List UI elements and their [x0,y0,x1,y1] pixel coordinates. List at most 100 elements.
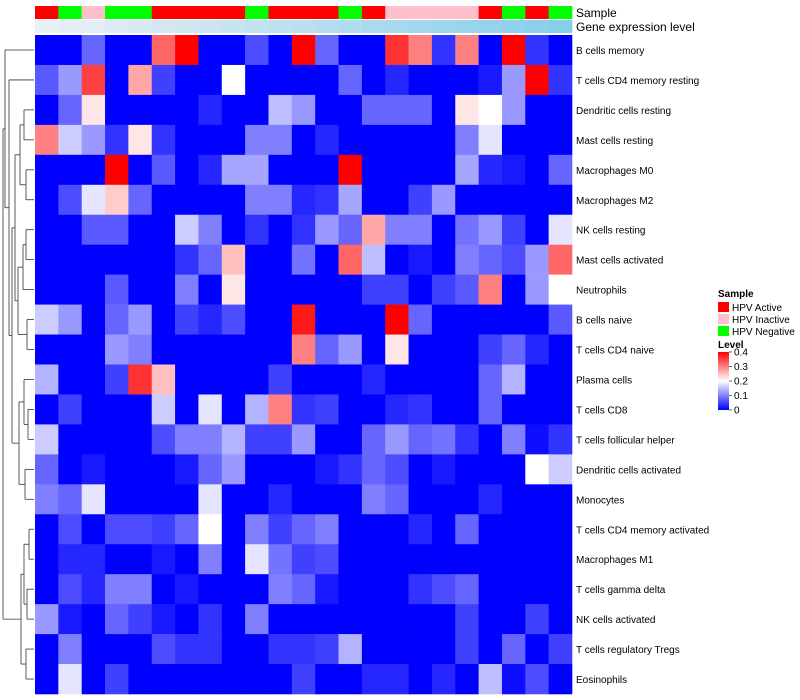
heatmap-cell [501,64,526,96]
heatmap-cell [105,544,129,575]
heatmap-cell [221,94,246,126]
heatmap-cell [175,454,199,485]
heatmap-cell [175,244,199,275]
heatmap-cell [245,35,269,66]
sample-annotation-cell [501,6,526,19]
heatmap-cell [58,514,82,545]
heatmap-cell [525,304,549,335]
heatmap-cell [58,274,82,305]
legend-level-title: Level [718,340,744,351]
heatmap-cell [478,634,503,665]
heatmap-cell [361,364,386,395]
heatmap-cell [81,64,106,96]
heatmap-cell [245,544,269,575]
heatmap-cell [175,274,199,305]
heatmap-cell [268,544,293,575]
heatmap-cell [478,154,503,186]
heatmap-cell [385,484,409,515]
heatmap-cell [338,394,363,425]
heatmap-cell [338,544,363,575]
sample-annotation-cell [81,6,106,19]
heatmap-cell [525,334,549,365]
heatmap-cell [221,514,246,545]
heatmap-cell [128,634,153,665]
heatmap-cell [105,334,129,365]
heatmap-cell [175,544,199,575]
heatmap-cell [245,424,269,455]
sample-annotation-cell [361,6,386,19]
heatmap-cell [525,64,549,96]
heatmap-cell [501,214,526,245]
heatmap-cell [245,514,269,545]
heatmap-cell [291,364,316,395]
heatmap-cell [198,154,223,186]
sample-annotation-cell [175,6,199,19]
sample-annotation-cell [105,6,129,19]
heatmap-cell [501,274,526,305]
heatmap-cell [385,634,409,665]
heatmap-cell [431,634,456,665]
heatmap-cell [58,64,82,96]
heatmap-cell [408,604,433,635]
heatmap-cell [151,424,176,455]
heatmap-cell [478,544,503,575]
heatmap-cell [268,394,293,425]
heatmap-cell [431,64,456,96]
heatmap-cell [431,604,456,635]
heatmap-cell [431,304,456,335]
heatmap-cell [105,574,129,605]
heatmap-cell [268,214,293,245]
heatmap-cell [315,514,339,545]
row-label: B cells naive [576,316,633,327]
heatmap-cell [268,484,293,515]
heatmap-cell [58,35,82,66]
row-label: Neutrophils [576,286,627,297]
heatmap-cell [501,574,526,605]
heatmap-cell [81,514,106,545]
heatmap-cell [58,604,82,635]
expression-annotation-cell [81,20,106,33]
row-label: B cells memory [576,46,644,57]
heatmap-cell [268,424,293,455]
heatmap-cell [268,514,293,545]
heatmap-cell [315,394,339,425]
heatmap-cell [35,514,59,545]
heatmap-cell [361,394,386,425]
heatmap-cell [548,574,573,605]
heatmap-cell [81,424,106,455]
heatmap-cell [315,274,339,305]
heatmap-cell [338,274,363,305]
heatmap-cell [221,454,246,485]
heatmap-cell [175,94,199,126]
row-label: Macrophages M1 [576,555,654,566]
heatmap-cell [151,94,176,126]
row-label: Mast cells resting [576,136,653,147]
heatmap-cell [548,484,573,515]
heatmap-cell [315,244,339,275]
heatmap-cell [501,664,526,695]
heatmap-cell [221,154,246,186]
heatmap-cell [548,184,573,216]
heatmap-cell [315,484,339,515]
heatmap-cell [338,184,363,216]
heatmap-cell [408,454,433,485]
heatmap-cell [478,274,503,305]
heatmap-cell [291,544,316,575]
heatmap-cell [455,544,479,575]
heatmap-cell [548,544,573,575]
heatmap-cell [58,484,82,515]
heatmap-cell [525,454,549,485]
heatmap-cell [291,424,316,455]
heatmap-cell [198,604,223,635]
heatmap-cell [81,35,106,66]
heatmap-cell [315,35,339,66]
heatmap-cell [525,124,549,156]
heatmap-cell [385,544,409,575]
heatmap-cell [58,304,82,335]
heatmap-cell [151,484,176,515]
heatmap-cell [128,604,153,635]
heatmap-cell [35,544,59,575]
heatmap-cell [245,634,269,665]
heatmap-cell [105,394,129,425]
heatmap-cell [361,214,386,245]
